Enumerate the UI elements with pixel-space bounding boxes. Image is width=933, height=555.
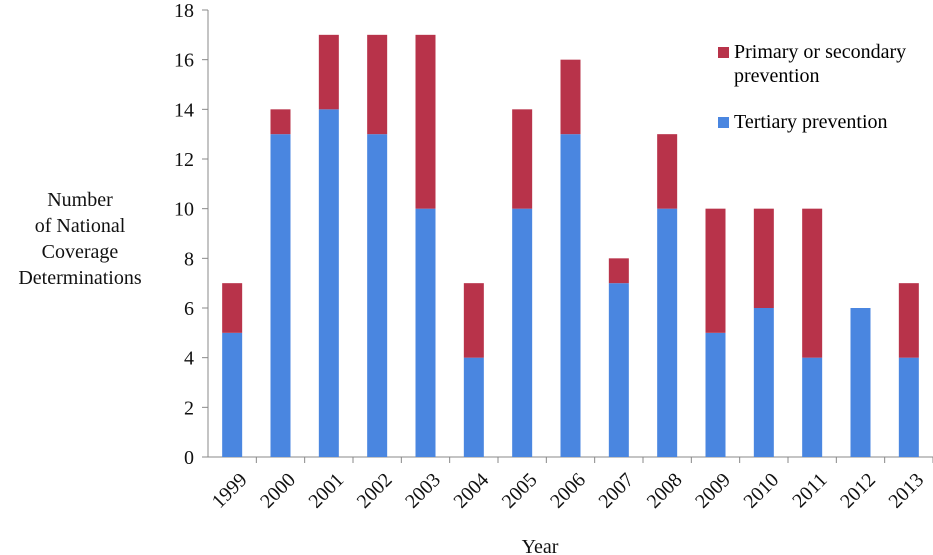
bar-segment	[705, 332, 726, 457]
legend-item: Tertiary prevention	[718, 110, 923, 134]
y-tick-label: 18	[174, 0, 194, 22]
bar-segment	[463, 357, 484, 457]
bar-segment	[512, 208, 533, 457]
y-axis-label: Coverage	[42, 241, 119, 263]
bar-segment	[318, 34, 339, 110]
y-tick-label: 10	[174, 199, 194, 221]
y-tick-label: 12	[174, 149, 194, 171]
bar-segment	[898, 357, 919, 457]
x-tick-label: 2012	[836, 469, 880, 513]
legend-item: Primary or secondary prevention	[718, 40, 923, 88]
x-tick-label: 2003	[401, 469, 445, 513]
bar-segment	[802, 208, 823, 358]
bar-segment	[802, 357, 823, 457]
bar-segment	[463, 283, 484, 358]
y-tick-label: 16	[174, 50, 194, 72]
bar-segment	[657, 134, 678, 209]
bar-segment	[318, 109, 339, 457]
legend-swatch	[718, 117, 729, 128]
x-tick-label: 2005	[498, 469, 542, 513]
x-tick-label: 2006	[546, 469, 590, 513]
legend-label: Primary or secondary prevention	[734, 41, 907, 87]
y-tick-label: 6	[184, 298, 194, 320]
legend-swatch	[718, 47, 729, 58]
bar-segment	[560, 59, 581, 135]
legend-label: Tertiary prevention	[734, 111, 888, 133]
legend: Primary or secondary prevention Tertiary …	[718, 40, 923, 156]
bar-segment	[512, 109, 533, 209]
x-tick-label: 1999	[208, 469, 252, 513]
x-tick-label: 2013	[884, 469, 928, 513]
x-tick-label: 2004	[449, 469, 493, 513]
bar-segment	[753, 208, 774, 308]
bar-segment	[608, 283, 629, 457]
bar-segment	[560, 134, 581, 457]
x-tick-label: 2011	[788, 469, 831, 512]
y-tick-label: 4	[184, 348, 194, 370]
bar-segment	[270, 134, 291, 457]
y-axis-label: Number	[47, 189, 113, 211]
bar-segment	[367, 134, 388, 457]
bar-segment	[222, 283, 243, 333]
bar-segment	[415, 208, 436, 457]
bar-segment	[222, 332, 243, 457]
bar-segment	[850, 308, 871, 457]
y-axis-label: of National	[35, 215, 126, 237]
bar-segment	[898, 283, 919, 358]
x-tick-label: 2009	[691, 469, 735, 513]
bar-segment	[753, 308, 774, 457]
x-tick-label: 2008	[643, 469, 687, 513]
y-tick-label: 2	[184, 397, 194, 419]
x-tick-label: 2001	[304, 469, 348, 513]
x-tick-label: 2010	[739, 469, 783, 513]
bar-segment	[608, 258, 629, 284]
x-tick-label: 2000	[256, 469, 300, 513]
bar-segment	[705, 208, 726, 333]
bar-segment	[270, 109, 291, 135]
y-tick-label: 0	[184, 447, 194, 469]
bar-segment	[367, 34, 388, 135]
y-tick-label: 8	[184, 248, 194, 270]
y-tick-label: 14	[174, 99, 194, 121]
bar-segment	[415, 34, 436, 209]
x-axis-label: Year	[522, 536, 559, 555]
x-tick-label: 2002	[353, 469, 397, 513]
x-tick-label: 2007	[594, 469, 638, 513]
bar-segment	[657, 208, 678, 457]
y-axis-label: Determinations	[18, 267, 142, 289]
